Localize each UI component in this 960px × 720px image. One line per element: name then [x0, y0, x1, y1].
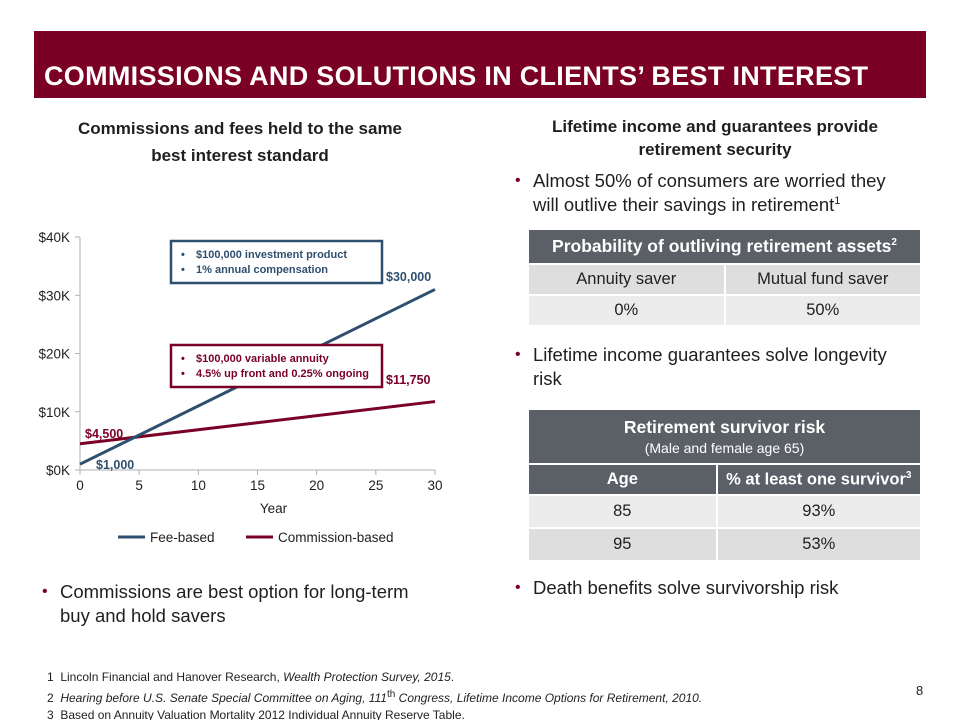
box-bullet-icon: • [181, 249, 185, 261]
fee-annotation-box [169, 239, 384, 285]
x-tick-label: 30 [427, 478, 442, 493]
table-row-pct: 53% [715, 527, 923, 562]
commission-annotation-box [169, 343, 384, 389]
survivor-table-subtitle: (Male and female age 65) [644, 440, 805, 456]
footnote-ref-1: 1 [834, 194, 841, 207]
footnote-ref-3: 3 [905, 469, 912, 481]
right-heading: Lifetime income and guarantees provide r… [515, 115, 915, 161]
data-label-fee-start: $1,000 [96, 458, 134, 472]
x-tick-label: 5 [135, 478, 143, 493]
footnote-1: 1 Lincoln Financial and Hanover Research… [47, 670, 455, 684]
box-text: 1% annual compensation [196, 264, 328, 276]
box-text: $100,000 investment product [196, 249, 347, 261]
right-heading-line2: retirement security [638, 140, 792, 159]
title-bar: COMMISSIONS AND SOLUTIONS IN CLIENTS’ BE… [34, 31, 926, 98]
data-label-commission-start: $4,500 [85, 427, 123, 441]
x-tick-label: 0 [76, 478, 84, 493]
value-annuity-saver: 0% [527, 294, 726, 327]
bullet-dot-icon: • [515, 579, 521, 596]
bullet-longevity-line1: Lifetime income guarantees solve longevi… [533, 344, 887, 365]
table-row-age: 95 [527, 527, 718, 562]
data-label-fee-end: $30,000 [386, 270, 431, 284]
bullet-death-benefits: • Death benefits solve survivorship risk [513, 576, 933, 600]
box-bullet-icon: • [181, 368, 185, 380]
footnote-3: 3 Based on Annuity Valuation Mortality 2… [47, 708, 465, 720]
left-heading-line1: Commissions and fees held to the same [77, 119, 403, 138]
bullet-dot-icon: • [42, 583, 48, 600]
footnote-2: 2 Hearing before U.S. Senate Special Com… [47, 689, 703, 705]
table-row-age: 85 [527, 494, 718, 529]
survivor-table-title: Retirement survivor risk (Male and femal… [527, 408, 922, 465]
bullet-worried: • Almost 50% of consumers are worried th… [513, 169, 933, 217]
page-number: 8 [916, 683, 924, 698]
left-heading-line2: best interest standard [151, 146, 329, 165]
legend-label-fee: Fee-based [150, 530, 215, 545]
x-tick-label: 15 [250, 478, 265, 493]
x-axis-label: Year [260, 501, 288, 516]
col-mutual-fund-saver: Mutual fund saver [723, 263, 922, 296]
outliving-assets-table: Probability of outliving retirement asse… [527, 228, 922, 327]
footnotes: 1 Lincoln Financial and Hanover Research… [47, 669, 702, 720]
survivor-table-heading: Retirement survivor risk [623, 417, 826, 437]
page-title: COMMISSIONS AND SOLUTIONS IN CLIENTS’ BE… [44, 61, 869, 91]
bullet-dot-icon: • [515, 172, 521, 189]
y-tick-label: $20K [38, 347, 70, 362]
left-heading: Commissions and fees held to the same be… [40, 115, 440, 169]
x-tick-label: 10 [191, 478, 206, 493]
bullet-longevity: • Lifetime income guarantees solve longe… [513, 343, 933, 391]
bullet-commissions-line2: buy and hold savers [60, 605, 226, 626]
box-bullet-icon: • [181, 264, 185, 276]
value-mutual-fund-saver: 50% [723, 294, 922, 327]
bullet-commissions-line1: Commissions are best option for long-ter… [60, 581, 409, 602]
table-row-pct: 93% [715, 494, 923, 529]
outliving-table-title: Probability of outliving retirement asse… [527, 228, 922, 265]
bullet-longevity-line2: risk [533, 368, 562, 389]
bullet-worried-line1: Almost 50% of consumers are worried they [533, 170, 886, 191]
box-text: 4.5% up front and 0.25% ongoing [196, 368, 369, 380]
bullet-commissions: • Commissions are best option for long-t… [40, 580, 460, 628]
col-survivor-pct: % at least one survivor3 [715, 463, 923, 496]
right-heading-line1: Lifetime income and guarantees provide [552, 117, 878, 136]
bullet-death-benefits-text: Death benefits solve survivorship risk [533, 577, 839, 598]
bullet-worried-line2: will outlive their savings in retirement… [533, 194, 841, 215]
data-label-commission-end: $11,750 [386, 373, 431, 387]
x-tick-label: 20 [309, 478, 324, 493]
x-tick-label: 25 [368, 478, 383, 493]
survivor-risk-table: Retirement survivor risk (Male and femal… [527, 408, 923, 562]
y-tick-label: $40K [38, 230, 70, 245]
col-age: Age [527, 463, 718, 496]
y-tick-label: $0K [46, 463, 70, 478]
legend-label-commission: Commission-based [278, 530, 394, 545]
footnote-ref-2: 2 [891, 237, 897, 249]
y-tick-label: $30K [38, 288, 70, 303]
series-line [79, 400, 436, 446]
col-annuity-saver: Annuity saver [527, 263, 726, 296]
box-bullet-icon: • [181, 353, 185, 365]
box-text: $100,000 variable annuity [196, 353, 330, 365]
bullet-dot-icon: • [515, 346, 521, 363]
y-tick-label: $10K [38, 405, 70, 420]
